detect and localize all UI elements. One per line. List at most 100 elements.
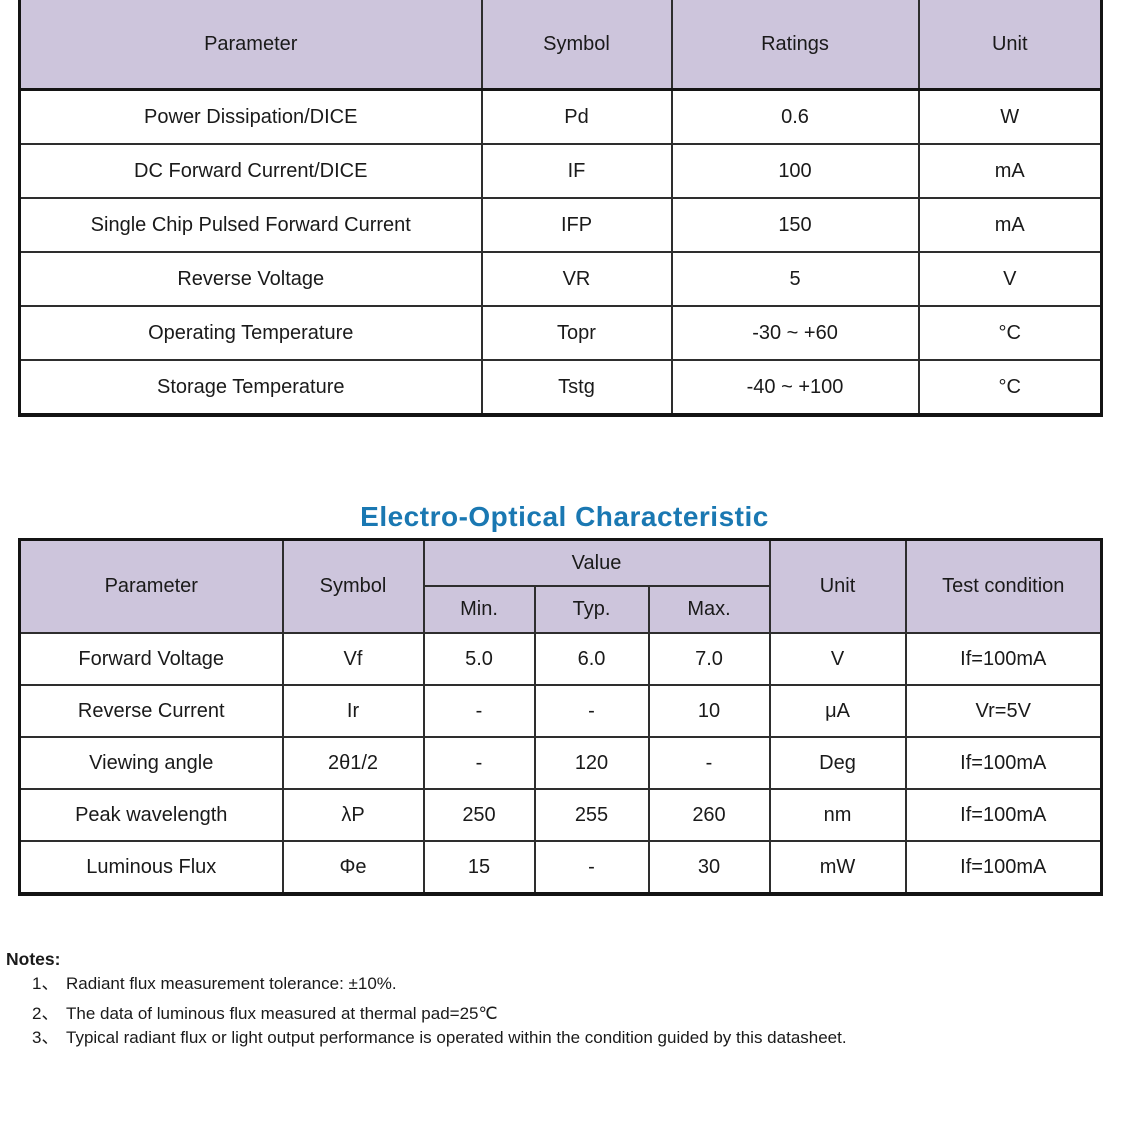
column-header-value: Value [422,538,771,587]
table-cell: Single Chip Pulsed Forward Current [18,197,483,253]
electro-optical-table: Parameter Symbol Value Unit Test conditi… [18,538,1103,896]
table-cell: 5 [670,251,920,307]
table-cell: 7.0 [647,632,771,686]
table-cell: 6.0 [533,632,650,686]
table-row: Power Dissipation/DICE Pd 0.6 W [18,88,1103,145]
table-cell: - [422,736,536,790]
note-item: 3、 Typical radiant flux or light output p… [32,1026,1116,1049]
table-cell: 5.0 [422,632,536,686]
table-cell: 120 [533,736,650,790]
column-header-unit: Unit [917,0,1103,91]
electro-optical-section-title: Electro-Optical Characteristic [360,501,769,532]
table-cell: λP [281,788,425,842]
column-header-symbol: Symbol [281,538,425,634]
column-header-symbol: Symbol [480,0,673,91]
note-text: Typical radiant flux or light output per… [66,1028,847,1047]
ratings-table: Parameter Symbol Ratings Unit Power Diss… [18,0,1103,417]
table-cell: 250 [422,788,536,842]
eo-header-row-1: Parameter Symbol Value Unit Test conditi… [18,538,1103,634]
table-cell: - [422,684,536,738]
column-header-ratings: Ratings [670,0,920,91]
table-cell: mW [768,840,907,895]
table-row: Operating Temperature Topr -30 ~ +60 °C [18,305,1103,361]
column-header-max: Max. [647,585,771,634]
table-cell: Reverse Current [18,684,284,738]
table-row: Viewing angle 2θ1/2-120- Deg If=100mA [18,736,1103,790]
table-cell: Power Dissipation/DICE [18,88,483,145]
table-row: Reverse Voltage VR 5 V [18,251,1103,307]
table-cell: °C [917,305,1103,361]
table-cell: mA [917,197,1103,253]
table-cell: DC Forward Current/DICE [18,143,483,199]
table-cell: VR [480,251,673,307]
table-cell: Deg [768,736,907,790]
table-cell: Vf [281,632,425,686]
table-cell: °C [917,359,1103,416]
table-cell: If=100mA [904,840,1103,895]
table-cell: Storage Temperature [18,359,483,416]
table-cell: If=100mA [904,632,1103,686]
notes-label: Notes: [6,949,61,969]
table-row: Luminous Flux Φe 15-30 mW If=100mA [18,840,1103,895]
note-number: 2、 [32,1004,59,1023]
table-cell: nm [768,788,907,842]
table-row: DC Forward Current/DICE IF 100 mA [18,143,1103,199]
table-cell: Luminous Flux [18,840,284,895]
table-cell: If=100mA [904,788,1103,842]
table-cell: Peak wavelength [18,788,284,842]
table-cell: Viewing angle [18,736,284,790]
table-cell: 15 [422,840,536,895]
table-cell: If=100mA [904,736,1103,790]
table-cell: Tstg [480,359,673,416]
table-cell: V [768,632,907,686]
table-cell: 100 [670,143,920,199]
column-header-parameter: Parameter [18,538,284,634]
table-cell: W [917,88,1103,145]
table-cell: - [533,684,650,738]
table-cell: Ir [281,684,425,738]
note-item: 1、 Radiant flux measurement tolerance: ±1… [32,972,1116,995]
table-row: Reverse Current Ir - -10 μA Vr=5V [18,684,1103,738]
table-cell: Topr [480,305,673,361]
column-header-unit: Unit [768,538,907,634]
column-header-test-condition: Test condition [904,538,1103,634]
table-row: Storage Temperature Tstg -40 ~ +100 °C [18,359,1103,416]
table-cell: 2θ1/2 [281,736,425,790]
table-cell: -40 ~ +100 [670,359,920,416]
table-row: Peak wavelength λP 250 255 260 nm If=100mA [18,788,1103,842]
table-cell: Vr=5V [904,684,1103,738]
note-number: 1、 [32,974,59,993]
absolute-maximum-ratings-table: Parameter Symbol Ratings Unit Power Diss… [18,0,1103,417]
table-cell: - [533,840,650,895]
note-text: Radiant flux measurement tolerance: ±10%… [66,974,397,993]
column-header-typ: Typ. [533,585,650,634]
table-cell: IFP [480,197,673,253]
table-cell: Forward Voltage [18,632,284,686]
column-header-min: Min. [422,585,536,634]
table-cell: 0.6 [670,88,920,145]
note-item: 2、 The data of luminous flux measured at … [32,1002,1116,1025]
eo-header-row-2: Min. Typ. Max. [20,585,1102,634]
table-row: Single Chip Pulsed Forward Current IFP 150… [18,197,1103,253]
table-cell: 255 [533,788,650,842]
table-row: Forward Voltage Vf 5.0 6.0 7.0 V If=100mA [18,632,1103,686]
table-cell: -30 ~ +60 [670,305,920,361]
table-cell: - [647,736,771,790]
table-cell: IF [480,143,673,199]
note-number: 3、 [32,1028,59,1047]
note-text: The data of luminous flux measured at th… [66,1004,498,1023]
table-cell: Φe [281,840,425,895]
table-cell: V [917,251,1103,307]
ratings-header-row: Parameter Symbol Ratings Unit [18,0,1103,91]
table-cell: 30 [647,840,771,895]
table-cell: Pd [480,88,673,145]
table-cell: 10 [647,684,771,738]
table-cell: mA [917,143,1103,199]
notes-section: Notes: 1、 Radiant flux measurement tolera… [6,948,1116,1049]
table-cell: Operating Temperature [18,305,483,361]
table-cell: μA [768,684,907,738]
table-cell: 150 [670,197,920,253]
table-cell: Reverse Voltage [18,251,483,307]
column-header-parameter: Parameter [18,0,483,91]
table-cell: 260 [647,788,771,842]
